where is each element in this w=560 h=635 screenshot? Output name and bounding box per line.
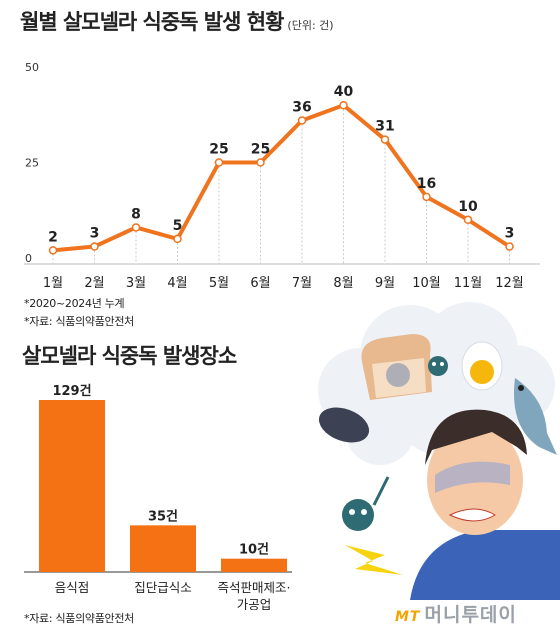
bar bbox=[39, 400, 105, 572]
data-label: 31 bbox=[375, 119, 394, 135]
category-label: 음식점 bbox=[55, 580, 90, 595]
data-point bbox=[463, 215, 473, 225]
data-label: 3 bbox=[90, 226, 100, 242]
fish-icon bbox=[514, 378, 557, 455]
egg-icon bbox=[461, 341, 503, 391]
data-point bbox=[380, 135, 390, 144]
food-poisoning-illustration bbox=[318, 302, 560, 600]
data-point bbox=[48, 246, 58, 255]
x-tick-label: 10월 bbox=[412, 276, 441, 291]
x-tick-label: 11월 bbox=[454, 276, 483, 291]
data-point bbox=[131, 223, 141, 232]
data-label: 25 bbox=[251, 142, 270, 158]
data-label: 5 bbox=[173, 218, 183, 234]
x-tick-label: 2월 bbox=[84, 276, 104, 291]
line-note-period: *2020~2024년 누계 bbox=[24, 297, 125, 310]
germ-icon bbox=[428, 356, 448, 376]
x-tick-label: 4월 bbox=[167, 276, 187, 291]
data-label: 2 bbox=[48, 229, 58, 245]
bar bbox=[130, 525, 196, 572]
x-tick-label: 7월 bbox=[292, 276, 312, 291]
data-point bbox=[297, 116, 307, 125]
data-label: 16 bbox=[417, 176, 436, 192]
data-label: 8 bbox=[131, 206, 141, 222]
data-point bbox=[173, 234, 182, 244]
data-label: 36 bbox=[292, 99, 311, 115]
data-label: 40 bbox=[334, 84, 354, 100]
bar-value-label: 129건 bbox=[52, 383, 91, 399]
series-line bbox=[52, 103, 511, 253]
brand-name: 머니투데이 bbox=[424, 604, 517, 626]
data-point bbox=[505, 242, 514, 251]
line-chart-title: 월별 살모넬라 식중독 발생 현황 (단위: 건) bbox=[20, 10, 334, 34]
data-label: 25 bbox=[209, 142, 228, 158]
data-point bbox=[256, 158, 265, 167]
line-note-source: *자료: 식품의약품안전처 bbox=[24, 315, 135, 328]
germ-with-fork-icon bbox=[342, 476, 390, 531]
bread-icon bbox=[361, 334, 432, 400]
lightning-icon bbox=[345, 545, 403, 575]
data-label: 3 bbox=[505, 226, 515, 242]
brand-watermark: MT 머니투데이 bbox=[395, 600, 517, 627]
data-point bbox=[339, 100, 348, 110]
y-tick-label: 25 bbox=[25, 157, 39, 170]
bar bbox=[221, 558, 287, 572]
x-tick-label: 6월 bbox=[250, 276, 270, 291]
y-tick-label: 50 bbox=[25, 61, 39, 74]
category-label: 집단급식소 bbox=[134, 580, 192, 595]
x-tick-label: 9월 bbox=[375, 276, 395, 291]
x-tick-label: 3월 bbox=[126, 276, 146, 291]
sick-person bbox=[410, 409, 560, 600]
data-point bbox=[422, 192, 431, 202]
x-tick-label: 12월 bbox=[495, 276, 524, 291]
data-label: 10 bbox=[458, 199, 478, 215]
data-point bbox=[90, 242, 99, 251]
data-point bbox=[214, 158, 224, 167]
y-tick-label: 0 bbox=[25, 252, 32, 265]
unit-label: (단위: 건) bbox=[287, 19, 334, 32]
category-label: 즉석판매제조· bbox=[218, 580, 291, 595]
line-chart: 0 25 50 2 3 8 5 25 25 36 40 31 16 10 3 1월 2월 3월 4월 5월 6월 7월 8월… bbox=[24, 61, 540, 291]
category-label: 가공업 bbox=[237, 597, 272, 610]
bar-value-label: 10건 bbox=[239, 542, 269, 558]
brand-logo: MT bbox=[395, 609, 421, 625]
bar-value-label: 35건 bbox=[148, 508, 178, 524]
x-tick-label: 5월 bbox=[209, 276, 229, 291]
mussel-icon bbox=[318, 407, 370, 443]
x-tick-label: 1월 bbox=[43, 276, 63, 291]
bar-chart-title: 살모넬라 식중독 발생장소 bbox=[22, 344, 237, 368]
bar-note-source: *자료: 식품의약품안전처 bbox=[24, 612, 135, 625]
x-tick-label: 8월 bbox=[333, 276, 353, 291]
